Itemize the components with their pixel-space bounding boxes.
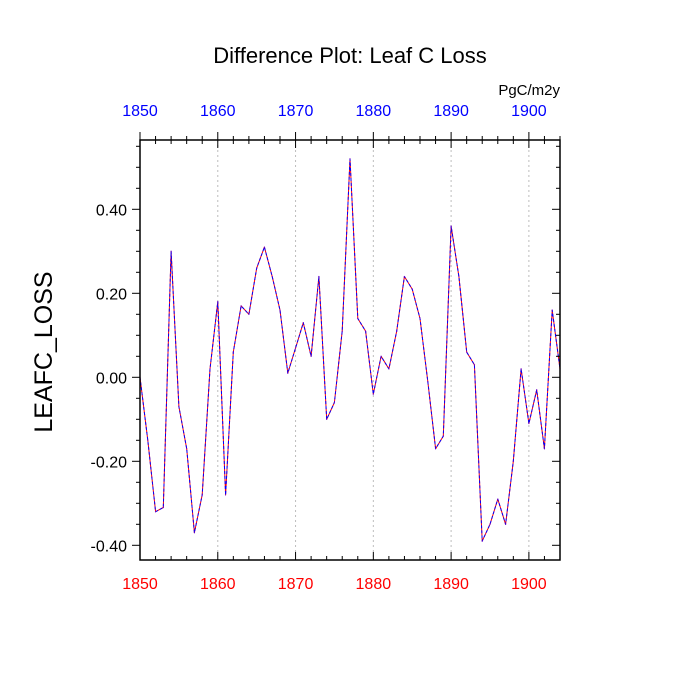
data-point (224, 494, 227, 496)
data-point (170, 250, 172, 252)
data-point (528, 422, 530, 425)
data-point (357, 317, 359, 320)
data-point (279, 309, 281, 311)
data-point (396, 330, 398, 332)
data-point (256, 267, 258, 269)
y-axis-label: LEAFC_LOSS (30, 271, 58, 432)
data-point (186, 448, 188, 450)
tick-labels: 1850 1860 1870 1880 1890 1900 1850 1860 1870 1880… (91, 103, 547, 593)
data-point (434, 448, 437, 450)
data-point (427, 380, 429, 383)
data-point (217, 301, 219, 303)
series-layer (139, 158, 561, 542)
data-point (388, 368, 390, 370)
data-point (372, 393, 374, 395)
x-tick-label-top: 1900 (511, 103, 547, 120)
y-tick-label: -0.40 (91, 538, 128, 555)
data-point (263, 246, 266, 248)
data-point (497, 498, 499, 500)
data-point (248, 313, 250, 315)
data-point (512, 460, 514, 462)
grid-lines (217, 140, 530, 560)
data-point (403, 275, 406, 278)
x-tick-label-bottom: 1890 (433, 576, 469, 593)
data-point (209, 368, 211, 370)
x-tick-label-top: 1870 (278, 103, 314, 120)
x-tick-label-top: 1860 (200, 103, 236, 120)
x-tick-label-bottom: 1850 (122, 576, 158, 593)
data-point (294, 347, 297, 349)
data-point (318, 275, 320, 278)
data-point (310, 355, 312, 357)
data-point (193, 532, 196, 534)
data-point (466, 351, 468, 353)
plot-frame (139, 139, 561, 561)
x-tick-label-top: 1880 (356, 103, 392, 120)
y-tick-label: 0.40 (96, 202, 127, 219)
data-point (543, 448, 546, 450)
data-point (333, 401, 336, 404)
data-point (162, 506, 164, 509)
data-point (271, 275, 273, 278)
data-point (481, 540, 483, 542)
data-point (201, 494, 203, 496)
chart-title: Difference Plot: Leaf C Loss (213, 43, 487, 68)
data-point (240, 305, 242, 307)
x-tick-label-top: 1890 (433, 103, 469, 120)
data-point (326, 418, 328, 420)
data-point (450, 225, 452, 227)
data-point (442, 435, 444, 437)
x-tick-label-bottom: 1880 (356, 576, 392, 593)
data-point (520, 368, 522, 370)
y-tick-label: -0.20 (91, 454, 128, 471)
data-point (419, 317, 421, 320)
y-tick-label: 0.20 (96, 286, 127, 303)
data-point (349, 158, 351, 160)
series-line-LEAFC_LOSS (139, 158, 561, 542)
x-tick-label-bottom: 1870 (278, 576, 314, 593)
data-point (154, 511, 157, 513)
data-point (287, 372, 289, 374)
x-tick-label-bottom: 1900 (511, 576, 547, 593)
data-point (411, 288, 413, 290)
data-point (147, 439, 149, 441)
data-point (536, 389, 538, 391)
data-point (504, 523, 507, 525)
data-point (458, 275, 460, 278)
data-point (551, 309, 553, 311)
units-label: PgC/m2y (498, 82, 560, 99)
data-point (232, 351, 234, 353)
data-point (178, 406, 180, 408)
data-point (364, 330, 367, 332)
data-point (302, 322, 304, 324)
data-point (341, 330, 343, 332)
data-point (380, 355, 382, 357)
x-tick-label-bottom: 1860 (200, 576, 236, 593)
y-tick-label: 0.00 (96, 370, 127, 387)
axis-ticks (132, 132, 561, 560)
data-point (473, 364, 476, 366)
x-tick-label-top: 1850 (122, 103, 158, 120)
data-point (489, 523, 491, 525)
